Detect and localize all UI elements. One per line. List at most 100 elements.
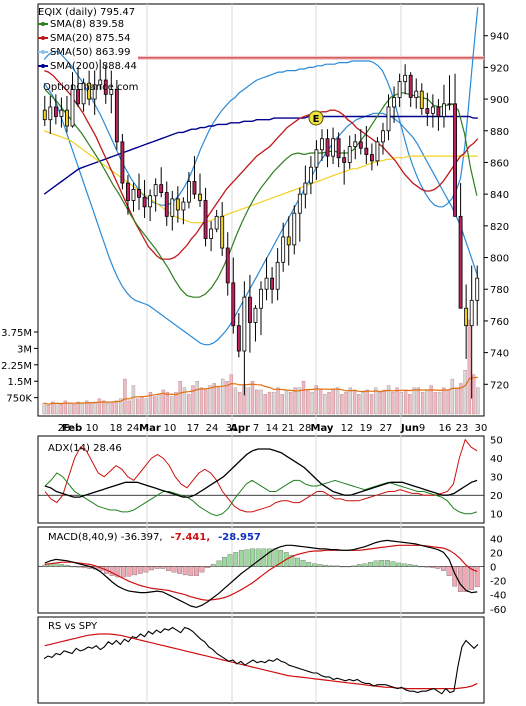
chart-title: EQIX (daily) 795.47 <box>38 7 135 18</box>
x-tick-label-13: 21 <box>282 423 295 434</box>
volume-bar-92 <box>433 391 438 415</box>
macd-histogram-bar-64 <box>401 563 407 567</box>
candle-body-5 <box>70 89 75 127</box>
candle-body-78 <box>475 277 480 301</box>
legend-label-1: SMA(20) 875.54 <box>50 33 131 44</box>
volume-bar-67 <box>327 391 331 415</box>
volume-bar-2 <box>50 401 55 415</box>
volume-bar-39 <box>208 385 212 415</box>
candle-body-32 <box>220 215 225 249</box>
adx-panel: 10 20 30 40 50 <box>38 436 503 521</box>
candle-body-17 <box>137 188 141 198</box>
macd-histogram-bar-51 <box>328 565 334 567</box>
macd-histogram-bar-47 <box>306 562 312 567</box>
volume-bar-29 <box>165 391 170 415</box>
macd-histogram-bar-30 <box>210 564 216 567</box>
volume-bar-33 <box>182 387 187 415</box>
x-tick-label-7: 17 <box>187 423 200 434</box>
macd-histogram-bar-58 <box>368 562 373 567</box>
volume-bar-50 <box>255 389 259 415</box>
macd-histogram-bar-17 <box>137 566 143 574</box>
volume-bar-6 <box>67 402 72 415</box>
price-gridlines <box>146 4 402 703</box>
bollinger-lower-line <box>43 82 479 346</box>
macd-histogram-bar-20 <box>154 566 160 569</box>
volume-bar-60 <box>297 387 301 415</box>
macd-panel: 40 20 0 -20 -40 -60 <box>38 534 506 616</box>
price-tick-label-2: 760 <box>490 317 509 328</box>
volume-bar-101 <box>471 374 476 415</box>
legend-items: SMA(8) 839.58 SMA(20) 875.54 SMA(50) 863.9… <box>38 19 137 72</box>
candle-body-54 <box>342 157 347 163</box>
volume-average-line <box>43 376 478 405</box>
candle-body-56 <box>353 141 358 148</box>
volume-bar-10 <box>84 400 89 415</box>
macd-tick-label-3: -20 <box>490 577 506 588</box>
candle-body-41 <box>270 277 275 290</box>
candle-body-57 <box>358 141 363 149</box>
candle-body-53 <box>336 138 341 159</box>
volume-bar-20 <box>127 400 131 415</box>
macd-histogram-bar-75 <box>463 566 469 593</box>
macd-histogram-bar-61 <box>384 559 390 567</box>
candle-body-65 <box>403 74 408 83</box>
candle-body-66 <box>408 74 413 98</box>
candle-body-74 <box>453 103 457 217</box>
candle-body-58 <box>364 147 369 155</box>
macd-histogram-bar-18 <box>143 566 149 573</box>
candle-body-77 <box>469 299 474 327</box>
macd-histogram-bar-67 <box>418 566 424 568</box>
adx-plus-di-line <box>44 472 478 517</box>
volume-bar-15 <box>106 402 110 415</box>
candle-body-61 <box>381 130 385 143</box>
sma200-line <box>43 115 478 195</box>
candle-body-47 <box>303 182 308 195</box>
volume-bar-7 <box>72 403 76 415</box>
volume-bar-1 <box>46 405 51 415</box>
macd-tick-label-1: 20 <box>490 548 503 559</box>
x-tick-label-18: 27 <box>380 423 393 434</box>
macd-histogram-bar-29 <box>205 566 211 569</box>
volume-bar-88 <box>416 387 421 415</box>
volume-bar-102 <box>476 387 480 415</box>
volume-bar-35 <box>191 385 195 415</box>
candle-body-29 <box>203 200 208 239</box>
volume-bar-25 <box>148 391 153 415</box>
price-tick-label-7: 860 <box>490 158 509 169</box>
candle-body-76 <box>464 307 469 327</box>
x-tick-label-16: 12 <box>341 423 354 434</box>
x-tick-label-1: Feb <box>62 423 82 434</box>
volume-bar-72 <box>348 387 352 415</box>
macd-histogram-bar-48 <box>311 563 317 567</box>
volume-bar-34 <box>187 394 191 415</box>
macd-histogram-bar-62 <box>390 561 396 567</box>
candle-body-73 <box>447 103 452 106</box>
volume-tick-label-2: 2.25M <box>1 361 32 372</box>
macd-histogram-bar-73 <box>452 566 458 587</box>
macd-histogram-bar-6 <box>76 566 81 568</box>
adx-line <box>44 448 478 498</box>
candle-body-21 <box>159 184 164 193</box>
volume-bar-90 <box>425 389 429 415</box>
x-tick-label-0: 28 <box>58 423 71 434</box>
adx-tick-label-2: 30 <box>490 473 503 484</box>
candle-body-69 <box>425 108 430 114</box>
volume-bar-61 <box>301 381 306 415</box>
legend-marker-0 <box>41 22 45 26</box>
volume-bar-64 <box>314 385 318 415</box>
candle-body-42 <box>275 261 280 290</box>
volume-bar-78 <box>374 387 378 415</box>
x-tick-label-3: 18 <box>110 423 123 434</box>
volume-bar-13 <box>97 398 102 415</box>
candle-body-12 <box>109 89 114 95</box>
volume-bar-4 <box>59 403 63 415</box>
volume-bar-11 <box>89 402 93 415</box>
macd-histogram-bar-50 <box>323 564 328 567</box>
volume-bar-36 <box>195 381 199 415</box>
volume-bar-97 <box>454 387 459 415</box>
candle-body-2 <box>53 106 58 117</box>
candle-body-11 <box>103 79 108 95</box>
candle-body-19 <box>148 195 153 208</box>
macd-histogram-bar-15 <box>126 566 132 577</box>
